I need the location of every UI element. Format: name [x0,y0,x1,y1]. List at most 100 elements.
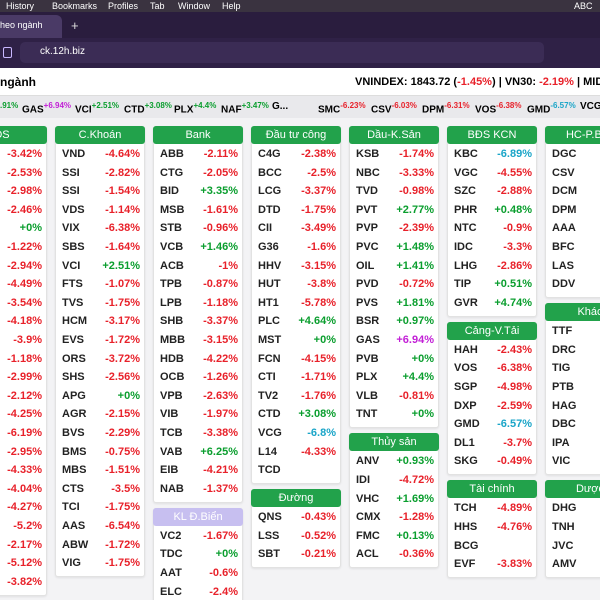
sector-card: Dầu-K.Sản KSB -1.74% NBC -3.33% TVD -0.98% PVT +… [349,126,439,429]
stock-change: -0.9% [503,222,532,235]
stock-symbol: SHS [62,371,85,384]
sector-header: KL Đ.Biển [153,507,243,526]
stock-symbol: FCN [258,352,281,365]
ticker-symbol: GMD [527,104,551,116]
stock-symbol: SBS [62,241,85,253]
stock-change: -1.07% [105,278,140,291]
stock-change: -3.72% [105,352,140,365]
stock-symbol: SSI [62,166,80,179]
stock-symbol: HDB [160,352,184,365]
stock-change: -3.5% [111,482,140,495]
stock-symbol: CTD [258,408,281,421]
stock-change: -0.75% [105,445,140,458]
stock-change: -3.3% [503,241,532,253]
ticker-item: VCI+2.51% [75,101,119,115]
stock-change: -3.37% [301,185,336,198]
stock-symbol: TPB [160,278,182,291]
stock-change: -1.64% [105,241,140,253]
ticker-symbol: CTD [124,104,145,116]
stock-change: +0% [411,408,434,421]
stock-symbol: GMD [454,418,480,431]
stock-symbol: NBC [356,166,380,179]
stock-change: -0.96% [203,222,238,235]
stock-change: -2.05% [203,166,238,179]
sector-card: Dược DHG TNH JVC AMV [545,480,600,579]
menu-item: Bookmarks [52,1,98,11]
stock-symbol: ACB [160,259,184,272]
stock-symbol: TVS [62,296,84,309]
sector-card: Tài chính TCH -4.89% HHS -4.76% BCG EVF -3.83% [447,480,537,579]
stock-change: -4.27% [7,501,42,514]
stock-change: -4.98% [497,380,532,393]
sector-card: Đường QNS -0.43% LSS -0.52% SBT -0.21% [251,489,341,569]
stock-change: -2.17% [7,538,42,551]
ticker-change: -6.38% [496,101,522,110]
stock-symbol: BCC [258,166,282,179]
stock-change: +6.25% [200,445,238,458]
stock-symbol: SZC [454,185,476,198]
stock-symbol: DBC [552,418,576,431]
stock-symbol: DTD [258,203,281,216]
ticker-symbol: VOS [475,104,497,116]
stock-change: -1.51% [105,464,140,477]
stock-symbol: BFC [552,241,575,253]
stock-symbol: IPA [552,436,570,449]
stock-symbol: VIC [552,455,571,468]
stock-symbol: BMS [62,445,87,458]
stock-symbol: AAT [160,566,182,579]
stock-change: -2.11% [203,148,238,160]
stock-change: -2.99% [7,371,42,384]
ticker-item: SMC-6.23% [318,101,366,115]
stock-symbol: LCG [258,185,282,198]
stock-change: -3.7% [503,436,532,449]
stock-symbol: C4G [258,148,281,160]
stock-change: -0.49% [497,455,532,468]
stock-change: -0.43% [301,511,336,524]
sector-header: Đầu tư công [251,126,341,144]
new-tab[interactable]: + [71,18,79,33]
stock-symbol: ORS [62,352,86,365]
stock-symbol: L14 [258,445,277,458]
stock-change: -4.49% [7,278,42,291]
stock-symbol: DDV [552,278,576,291]
stock-change: -2.98% [7,185,42,198]
sector-header: Dược [545,480,600,499]
sector-header: Thủy sản [349,433,439,452]
stock-symbol: CTS [62,482,84,495]
stock-change: +4.74% [494,296,532,309]
stock-symbol: HUT [258,278,281,291]
stock-change: -2.86% [497,259,532,272]
stock-symbol: AAA [552,222,576,235]
ticker-change: +4.4% [193,101,217,110]
stock-change: -1.72% [105,538,140,551]
ticker-item: VOS-6.38% [475,101,521,115]
stock-change: -3.17% [105,315,140,328]
stock-change: -2.15% [105,408,140,421]
url-field[interactable]: ck.12h.biz [20,42,544,63]
sidebar-icon[interactable] [3,47,12,58]
stock-symbol: PVD [356,278,379,291]
stock-symbol: AGR [62,408,87,421]
ticker-change: +2.51% [91,101,120,110]
stock-change: -0.87% [203,278,238,291]
stock-change: -1.75% [301,203,336,216]
ticker-change: .91% [0,101,19,110]
stock-change: -0.21% [301,548,336,561]
stock-symbol: BID [160,185,179,198]
stock-change: -3.33% [399,166,434,179]
stock-symbol: VDS [62,203,85,216]
stock-change: +0.13% [396,529,434,542]
stock-change: +3.08% [298,408,336,421]
stock-change: -2.46% [7,203,42,216]
active-tab[interactable]: heo ngành [0,15,62,38]
stock-symbol: G36 [258,241,279,253]
stock-change: -4.64% [105,148,140,160]
stock-change: -1.75% [105,296,140,309]
sector-card: Bank ABB -2.11% CTG -2.05% BID +3.35% MSB -1.61%… [153,126,243,503]
stock-change: -6.38% [497,362,532,375]
stock-symbol: KBC [454,148,478,160]
stock-symbol: NAB [160,482,184,495]
stock-symbol: VIB [160,408,179,421]
stock-symbol: VCG [258,427,282,439]
page-header: ngành VNINDEX: 1843.72 (-1.45%) | VN30: … [0,68,600,96]
